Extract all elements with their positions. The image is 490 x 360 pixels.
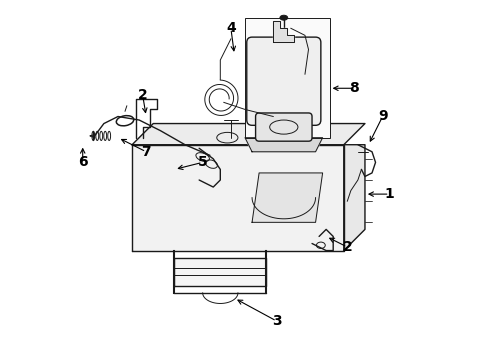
Text: 5: 5 [198, 156, 208, 169]
Text: 7: 7 [142, 145, 151, 159]
Polygon shape [273, 21, 294, 42]
Polygon shape [132, 123, 365, 145]
Text: 9: 9 [378, 109, 388, 123]
Text: 3: 3 [272, 314, 282, 328]
Text: 8: 8 [349, 81, 359, 95]
Text: 1: 1 [385, 187, 394, 201]
Ellipse shape [280, 15, 288, 20]
Text: 6: 6 [78, 156, 88, 169]
Text: 2: 2 [343, 240, 352, 254]
FancyBboxPatch shape [256, 113, 312, 141]
Polygon shape [132, 145, 344, 251]
Polygon shape [174, 258, 266, 286]
FancyBboxPatch shape [247, 37, 321, 125]
Bar [245, 18, 330, 138]
Text: 4: 4 [226, 21, 236, 35]
Polygon shape [252, 173, 322, 222]
Polygon shape [344, 145, 365, 251]
Polygon shape [245, 138, 322, 152]
Text: 2: 2 [138, 88, 147, 102]
